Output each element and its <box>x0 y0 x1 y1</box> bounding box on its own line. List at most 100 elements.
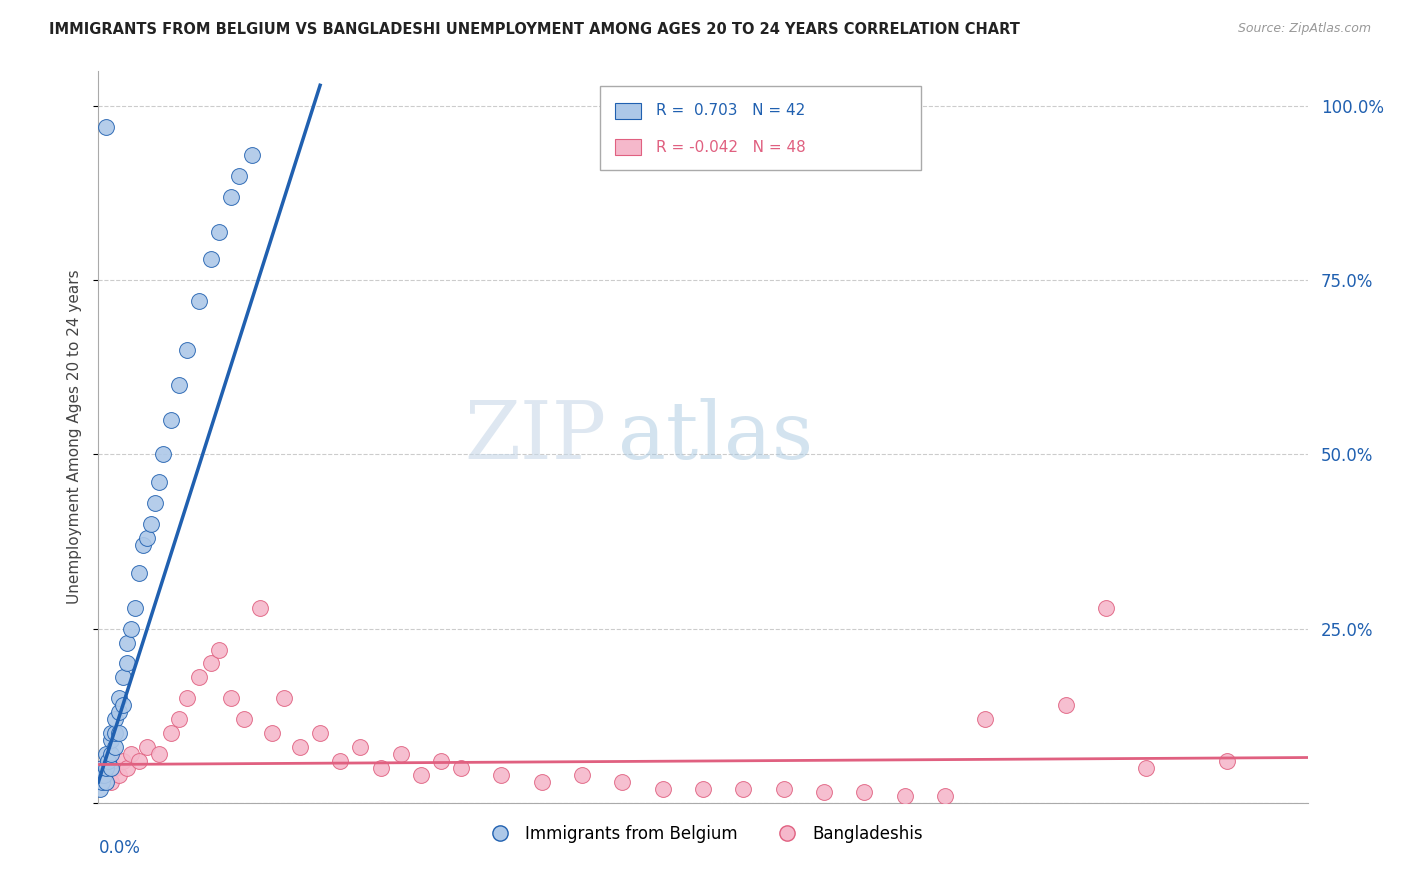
Point <box>1054 698 1077 713</box>
Point <box>160 412 183 426</box>
FancyBboxPatch shape <box>600 86 921 170</box>
Point <box>139 517 162 532</box>
Point <box>450 761 472 775</box>
Point <box>91 761 114 775</box>
Point <box>96 761 118 775</box>
Point <box>612 775 634 789</box>
Text: IMMIGRANTS FROM BELGIUM VS BANGLADESHI UNEMPLOYMENT AMONG AGES 20 TO 24 YEARS CO: IMMIGRANTS FROM BELGIUM VS BANGLADESHI U… <box>49 22 1021 37</box>
Point <box>651 781 673 796</box>
Point <box>100 726 122 740</box>
Point <box>1095 600 1118 615</box>
Point <box>176 343 198 357</box>
Point <box>124 600 146 615</box>
Point <box>893 789 915 803</box>
Point <box>93 768 115 782</box>
Point <box>128 754 150 768</box>
Text: R =  0.703   N = 42: R = 0.703 N = 42 <box>655 103 806 119</box>
Point <box>249 600 271 615</box>
Point <box>89 781 111 796</box>
Point <box>111 698 134 713</box>
Point <box>111 754 134 768</box>
Bar <box>614 139 641 155</box>
Point <box>692 781 714 796</box>
Text: Source: ZipAtlas.com: Source: ZipAtlas.com <box>1237 22 1371 36</box>
Point <box>188 294 211 309</box>
Text: R = -0.042   N = 48: R = -0.042 N = 48 <box>655 140 806 155</box>
Point <box>107 705 129 719</box>
Point <box>208 225 231 239</box>
Point <box>228 169 250 183</box>
Text: 0.0%: 0.0% <box>98 839 141 857</box>
Point <box>188 670 211 684</box>
Point <box>148 475 170 490</box>
Point <box>103 726 125 740</box>
Point <box>974 712 997 726</box>
Point <box>96 120 118 134</box>
Point <box>115 657 138 671</box>
Point <box>389 747 412 761</box>
Point <box>329 754 352 768</box>
Point <box>167 377 190 392</box>
Point <box>120 747 142 761</box>
Point <box>91 775 114 789</box>
Point <box>349 740 371 755</box>
Point <box>176 691 198 706</box>
Point <box>370 761 392 775</box>
Point <box>288 740 311 755</box>
Point <box>167 712 190 726</box>
Point <box>309 726 332 740</box>
Point <box>100 761 122 775</box>
Point <box>273 691 295 706</box>
Point <box>232 712 254 726</box>
Point <box>91 768 114 782</box>
Point <box>107 768 129 782</box>
Point <box>409 768 432 782</box>
Point <box>152 448 174 462</box>
Point <box>96 747 118 761</box>
Point <box>221 691 243 706</box>
Point <box>1216 754 1239 768</box>
Point <box>491 768 513 782</box>
Point <box>143 496 166 510</box>
Point <box>107 726 129 740</box>
Point <box>128 566 150 580</box>
Point <box>100 775 122 789</box>
Bar <box>614 103 641 119</box>
Point <box>120 622 142 636</box>
Point <box>91 761 114 775</box>
Point <box>100 747 122 761</box>
Point <box>103 761 125 775</box>
Point <box>97 754 120 768</box>
Point <box>103 740 125 755</box>
Point <box>934 789 956 803</box>
Point <box>115 635 138 649</box>
Point <box>160 726 183 740</box>
Point <box>100 733 122 747</box>
Point <box>132 538 155 552</box>
Point <box>208 642 231 657</box>
Point <box>200 252 222 267</box>
Point <box>530 775 553 789</box>
Text: atlas: atlas <box>619 398 814 476</box>
Point <box>240 148 263 162</box>
Point <box>430 754 453 768</box>
Point <box>103 712 125 726</box>
Point <box>111 670 134 684</box>
Point <box>96 775 118 789</box>
Point <box>115 761 138 775</box>
Point <box>135 740 157 755</box>
Y-axis label: Unemployment Among Ages 20 to 24 years: Unemployment Among Ages 20 to 24 years <box>67 269 83 605</box>
Point <box>107 691 129 706</box>
Point <box>200 657 222 671</box>
Point <box>260 726 283 740</box>
Point <box>148 747 170 761</box>
Point <box>571 768 593 782</box>
Point <box>135 531 157 545</box>
Point <box>733 781 755 796</box>
Point <box>772 781 794 796</box>
Point <box>1135 761 1157 775</box>
Point <box>853 785 876 799</box>
Point <box>221 190 243 204</box>
Text: ZIP: ZIP <box>464 398 606 476</box>
Legend: Immigrants from Belgium, Bangladeshis: Immigrants from Belgium, Bangladeshis <box>477 818 929 849</box>
